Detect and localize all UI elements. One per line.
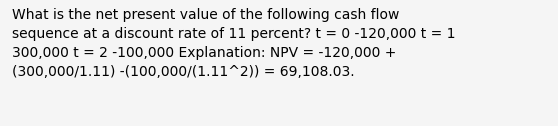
Text: What is the net present value of the following cash flow
sequence at a discount : What is the net present value of the fol… (12, 8, 455, 79)
